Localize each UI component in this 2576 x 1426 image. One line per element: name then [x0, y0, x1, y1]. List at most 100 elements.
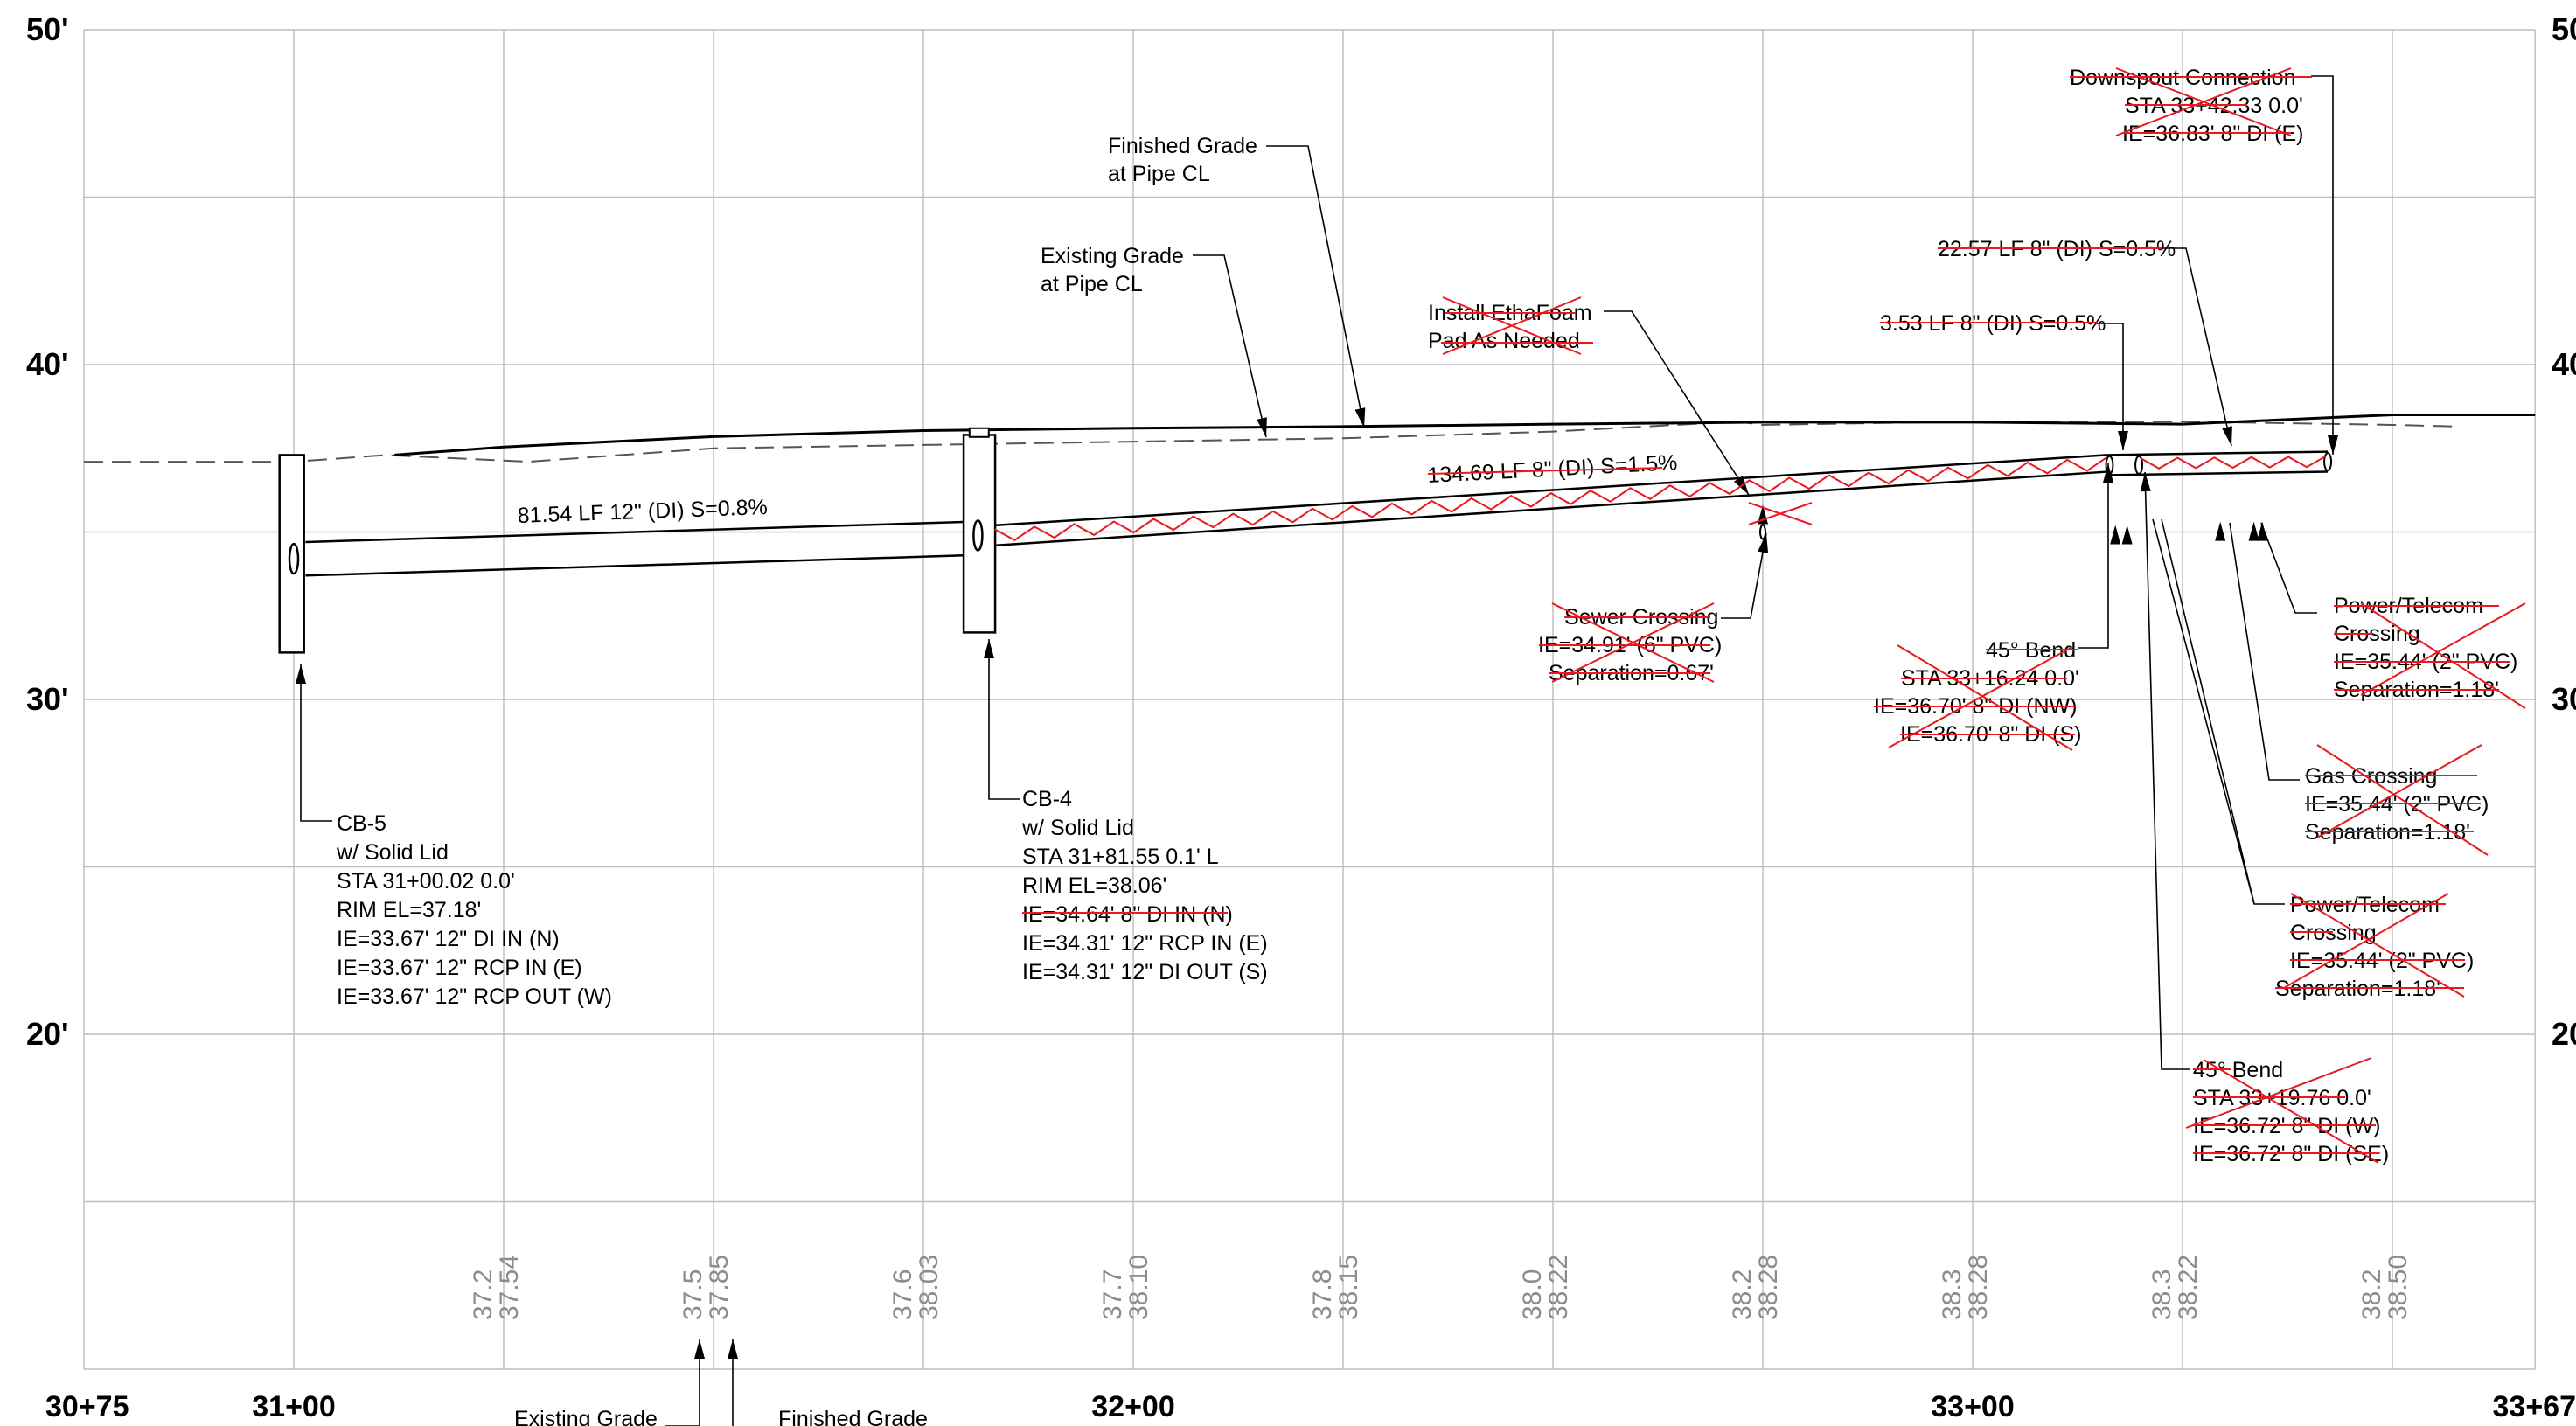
grade-value-finished: 38.28 — [1754, 1255, 1783, 1320]
utility-crossing-mark — [2248, 521, 2259, 541]
revision-strike — [2283, 893, 2449, 989]
downspout-fitting — [2323, 452, 2333, 472]
revision-marks — [994, 67, 2526, 1164]
utility-crossing-mark — [2215, 521, 2226, 541]
leader-gas — [2229, 522, 2300, 781]
callout-cb4-line: w/ Solid Lid — [1021, 816, 1134, 840]
leader-finished-grade — [1266, 145, 1365, 428]
pipe-12-bottom — [305, 554, 964, 577]
elevation-label-right: 20 — [2552, 1016, 2576, 1052]
grade-value-finished: 38.22 — [2174, 1255, 2203, 1320]
leader-ethafoam — [1604, 310, 1750, 496]
callout-cb4-line: RIM EL=38.06' — [1022, 873, 1166, 898]
existing-grade-line — [84, 421, 2460, 463]
revision-strike — [1748, 502, 1813, 525]
station-label: 32+00 — [1091, 1390, 1175, 1423]
leader-sewer — [1721, 532, 1767, 619]
callout-cb5-line: IE=33.67' 12" RCP OUT (W) — [337, 984, 612, 1009]
elevation-label: 30' — [26, 681, 69, 717]
grade-value-existing: 37.8 — [1308, 1269, 1337, 1320]
utility-crossing-mark — [2257, 521, 2268, 541]
revision-strike — [1427, 467, 1663, 475]
grade-value-finished: 38.10 — [1124, 1255, 1153, 1320]
bend-fitting — [2134, 455, 2144, 475]
station-label: 33+67 — [2493, 1390, 2576, 1423]
grade-value-existing: 37.2 — [469, 1269, 498, 1320]
pipe-label-12in: 81.54 LF 12" (DI) S=0.8% — [517, 495, 768, 528]
leader-arrow — [2222, 426, 2232, 446]
leader-arrow — [2103, 463, 2113, 483]
utility-crossing-mark — [2110, 525, 2121, 545]
grade-value-existing: 38.2 — [2357, 1269, 2386, 1320]
leader-pipe-end — [2160, 247, 2232, 447]
station-label: 30+75 — [45, 1390, 129, 1423]
leader-arrow — [1257, 417, 1267, 437]
callout-cb5-line: IE=33.67' 12" DI IN (N) — [337, 927, 560, 951]
cb5-opening — [288, 542, 300, 575]
leader-power1 — [2260, 522, 2317, 614]
callout-existing-grade-line: at Pipe CL — [1041, 272, 1143, 296]
elevation-label: 50' — [26, 11, 69, 47]
cb4-riser — [968, 427, 990, 438]
sewer-crossing — [1759, 524, 1766, 540]
revision-strike — [2203, 1059, 2379, 1164]
pipe-8-main-bottom — [994, 470, 2107, 547]
revision-strike — [1442, 296, 1582, 355]
grade-value-existing: 38.2 — [1728, 1269, 1757, 1320]
leader-power2b — [2161, 518, 2255, 905]
leader-arrow — [2118, 431, 2128, 450]
revision-strike — [2185, 1057, 2372, 1129]
callout-ethafoam-line: Pad As Needed — [1428, 329, 1580, 353]
grade-value-existing: 37.5 — [679, 1269, 707, 1320]
leader-arrow — [2328, 435, 2338, 455]
grade-value-finished: 37.85 — [705, 1255, 734, 1320]
leader-arrow — [1354, 407, 1366, 428]
revision-strike — [2360, 602, 2526, 696]
grade-value-table: 37.237.54 37.537.85 37.638.03 37.738.10 37.8… — [469, 1255, 2412, 1320]
revision-zigzag — [2140, 456, 2326, 470]
leader-arrow — [728, 1339, 738, 1359]
leader-power2 — [2152, 518, 2285, 905]
leader-downspout — [2311, 75, 2334, 455]
cb4-structure — [962, 434, 997, 634]
grade-value-existing: 37.7 — [1098, 1269, 1127, 1320]
pipe-8-end-top — [2106, 450, 2329, 456]
grade-value-finished: 37.54 — [495, 1255, 524, 1320]
callout-cb4-line: CB-4 — [1022, 787, 1072, 811]
axis-labels: 50' 40' 30' 20' 50 40 30 20 30+75 31+00 32+00 33+00… — [26, 11, 2576, 1423]
pipe-12-top — [305, 520, 964, 544]
revision-strike — [1551, 602, 1715, 683]
revision-strike — [2316, 744, 2489, 856]
utility-crossing-mark — [2121, 525, 2133, 545]
leader-cb5 — [300, 664, 332, 822]
leader-lines — [296, 75, 2338, 1426]
leader-arrow — [694, 1339, 705, 1359]
revision-strike — [2115, 67, 2292, 136]
leader-arrow — [2140, 472, 2151, 492]
leader-cb4 — [988, 639, 1020, 800]
leader-arrow — [296, 664, 306, 684]
callout-cb4-line: IE=34.64' 8" DI IN (N) — [1022, 902, 1233, 927]
grade-value-finished: 38.03 — [915, 1255, 943, 1320]
station-label: 31+00 — [252, 1390, 336, 1423]
revision-strike — [1897, 644, 2073, 751]
elevation-label: 20' — [26, 1016, 69, 1052]
callout-cb5-line: CB-5 — [337, 811, 386, 836]
leader-existing-grade — [1193, 254, 1267, 438]
grade-value-existing: 38.3 — [1938, 1269, 1967, 1320]
elevation-label-right: 50 — [2552, 11, 2576, 47]
bottom-label-existing: Existing Grade — [514, 1407, 658, 1426]
finished-grade-line — [394, 413, 2536, 456]
leader-bend2 — [2144, 471, 2190, 1070]
callout-cb5-line: STA 31+00.02 0.0' — [337, 869, 515, 894]
leader-existing-grade-bottom — [665, 1339, 700, 1426]
callout-cb4-line: IE=34.31' 12" DI OUT (S) — [1022, 960, 1268, 984]
grid — [83, 29, 2536, 1370]
grade-value-existing: 37.6 — [888, 1269, 917, 1320]
elevation-label-right: 40 — [2552, 346, 2576, 382]
station-label: 33+00 — [1931, 1390, 2015, 1423]
grade-value-finished: 38.15 — [1334, 1255, 1363, 1320]
revision-strike — [2360, 602, 2526, 709]
revision-zigzag — [994, 456, 2108, 542]
